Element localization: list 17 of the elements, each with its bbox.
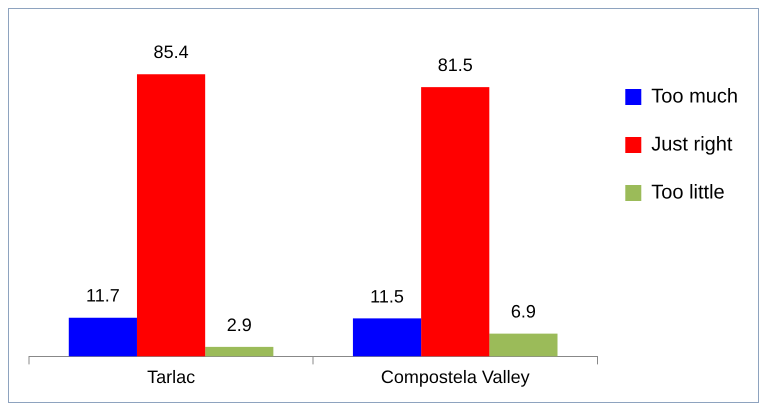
bar xyxy=(68,318,137,356)
bar xyxy=(489,334,558,356)
x-tick-label: Compostela Valley xyxy=(380,367,530,388)
data-label: 11.7 xyxy=(86,286,120,306)
x-tick-label: Tarlac xyxy=(147,367,196,388)
bar xyxy=(352,318,422,356)
data-label: 2.9 xyxy=(226,314,252,335)
data-label: 11.5 xyxy=(370,286,404,306)
legend-label: Too little xyxy=(651,182,725,204)
data-label: 81.5 xyxy=(438,55,473,76)
legend-label: Just right xyxy=(651,134,733,156)
bar xyxy=(205,346,274,356)
data-label: 6.9 xyxy=(510,302,536,322)
bar xyxy=(421,87,490,356)
bar xyxy=(136,74,206,356)
data-label: 85.4 xyxy=(154,42,189,62)
legend-label: Too much xyxy=(651,86,738,108)
